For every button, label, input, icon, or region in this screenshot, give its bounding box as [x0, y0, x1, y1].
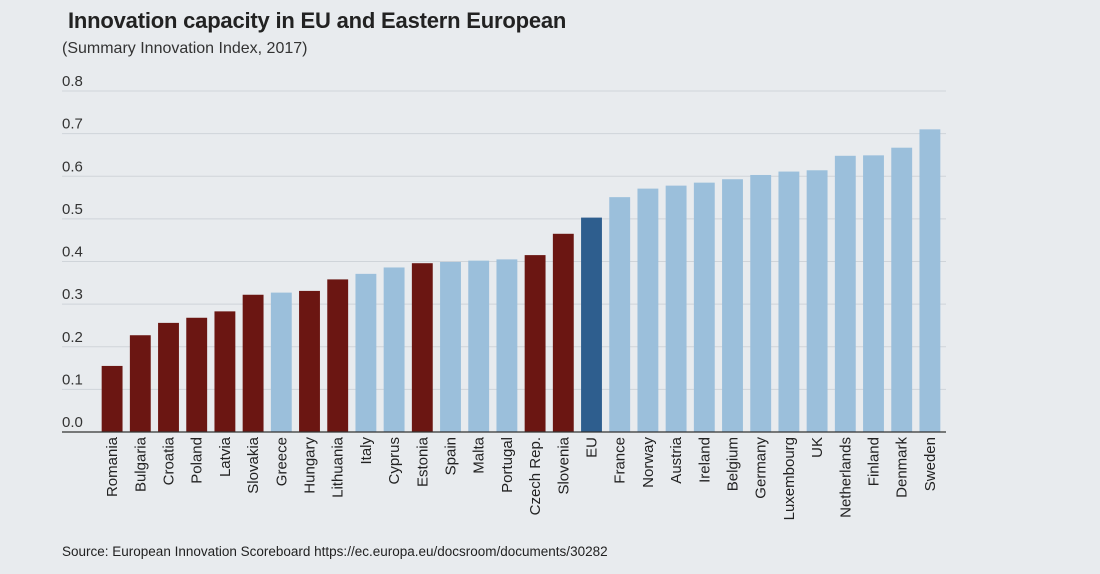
- x-category-label: Portugal: [499, 437, 516, 493]
- bar-croatia: [158, 322, 179, 432]
- x-category-label: Lithuania: [330, 436, 347, 498]
- bar-ireland: [693, 182, 715, 432]
- x-category-label: Greece: [273, 437, 290, 486]
- y-tick-label: 0.5: [62, 201, 83, 218]
- x-category-label: Estonia: [414, 436, 431, 487]
- bar-france: [609, 197, 631, 432]
- y-tick-label: 0.6: [62, 158, 83, 175]
- x-category-label: Netherlands: [837, 437, 854, 518]
- x-category-label: Romania: [104, 436, 121, 497]
- x-category-label: Croatia: [161, 436, 178, 485]
- x-category-label: Malta: [471, 436, 488, 473]
- x-category-label: Denmark: [894, 437, 911, 498]
- bar-slovenia: [552, 233, 574, 432]
- x-axis-labels: Romania Bulgaria Croatia Poland Latvia Slovak…: [104, 436, 939, 520]
- bar-greece: [270, 292, 292, 432]
- bar-lithuania: [327, 279, 349, 432]
- bar-germany: [750, 174, 772, 432]
- bar-luxembourg: [778, 171, 800, 432]
- x-category-label: Norway: [640, 437, 657, 488]
- bar-bulgaria: [129, 335, 151, 432]
- y-tick-label: 0.0: [62, 414, 83, 431]
- bar-hungary: [299, 290, 320, 432]
- x-category-label: Poland: [189, 437, 206, 484]
- x-category-label: Austria: [668, 436, 685, 483]
- chart-source: Source: European Innovation Scoreboard h…: [62, 544, 608, 559]
- bar-cyprus: [383, 267, 405, 432]
- x-category-label: Germany: [753, 437, 770, 499]
- x-category-label: Bulgaria: [132, 436, 149, 492]
- x-category-label: France: [612, 437, 629, 484]
- x-category-label: Luxembourg: [781, 437, 798, 520]
- bar-norway: [637, 188, 659, 432]
- bar-portugal: [496, 259, 518, 432]
- y-tick-label: 0.1: [62, 371, 83, 388]
- bar-uk: [806, 170, 828, 432]
- bar-latvia: [214, 311, 236, 432]
- bars: [101, 129, 941, 433]
- bar-malta: [468, 260, 490, 432]
- x-category-label: Italy: [358, 437, 375, 465]
- x-category-label: Belgium: [725, 437, 742, 491]
- bar-denmark: [891, 147, 913, 432]
- x-category-label: Ireland: [696, 437, 713, 483]
- y-tick-label: 0.2: [62, 329, 83, 346]
- x-category-label: Sweden: [922, 437, 939, 491]
- bar-netherlands: [834, 155, 856, 433]
- x-category-label: Czech Rep.: [527, 437, 544, 515]
- bar-sweden: [919, 129, 941, 433]
- y-tick-label: 0.7: [62, 116, 83, 133]
- bar-eu: [581, 217, 602, 432]
- x-category-label: UK: [809, 437, 826, 458]
- bar-belgium: [722, 179, 743, 432]
- y-axis-ticks: 0.0 0.1 0.2 0.3 0.4 0.5 0.6 0.7 0.8: [62, 73, 83, 431]
- y-tick-label: 0.3: [62, 286, 83, 303]
- x-category-label: Finland: [866, 437, 883, 486]
- bar-czech-rep: [524, 255, 546, 432]
- chart-subtitle: (Summary Innovation Index, 2017): [62, 40, 308, 57]
- bar-italy: [355, 273, 377, 432]
- y-tick-label: 0.8: [62, 73, 83, 90]
- bar-poland: [186, 317, 208, 432]
- bar-slovakia: [242, 294, 264, 432]
- x-category-label: Cyprus: [386, 437, 403, 485]
- bar-austria: [665, 185, 687, 432]
- y-tick-label: 0.4: [62, 244, 83, 261]
- x-category-label: Hungary: [302, 437, 319, 494]
- bar-finland: [863, 155, 884, 433]
- chart-title: Innovation capacity in EU and Eastern Eu…: [68, 8, 567, 33]
- x-category-label: EU: [584, 437, 601, 458]
- bar-spain: [440, 261, 461, 432]
- x-category-label: Slovenia: [555, 436, 572, 494]
- bar-romania: [101, 365, 123, 432]
- bar-estonia: [411, 263, 433, 432]
- x-category-label: Slovakia: [245, 436, 262, 493]
- x-category-label: Latvia: [217, 436, 234, 477]
- x-category-label: Spain: [443, 437, 460, 475]
